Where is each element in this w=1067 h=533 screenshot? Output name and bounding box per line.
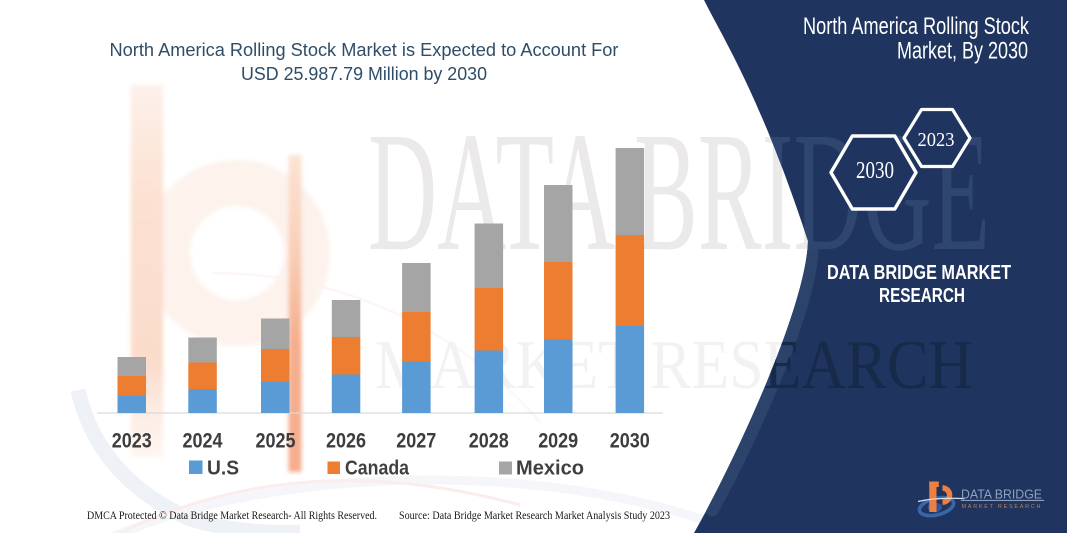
svg-text:DATA BRIDGE: DATA BRIDGE [961,487,1042,501]
svg-text:U.S: U.S [207,458,239,480]
svg-text:North America Rolling Stock Ma: North America Rolling Stock Market is Ex… [110,40,619,60]
svg-text:North America Rolling Stock: North America Rolling Stock [803,13,1030,40]
svg-text:2028: 2028 [469,429,509,453]
svg-text:MARKET RESEARCH: MARKET RESEARCH [962,504,1041,510]
svg-text:Market, By 2030: Market, By 2030 [897,38,1028,65]
svg-text:RESEARCH: RESEARCH [879,284,965,307]
svg-text:2026: 2026 [326,429,366,453]
svg-text:2029: 2029 [538,429,578,453]
svg-text:2023: 2023 [112,429,152,453]
svg-text:Canada: Canada [345,458,410,480]
svg-text:2030: 2030 [610,429,650,453]
svg-text:2027: 2027 [396,429,436,453]
svg-text:DMCA Protected © Data Bridge M: DMCA Protected © Data Bridge Market Rese… [87,510,377,522]
svg-text:Mexico: Mexico [516,458,584,480]
svg-text:USD 25.987.79 Million by 2030: USD 25.987.79 Million by 2030 [241,64,487,84]
svg-text:2024: 2024 [183,429,223,453]
svg-text:DATA BRIDGE MARKET: DATA BRIDGE MARKET [827,261,1011,284]
svg-text:2025: 2025 [256,429,296,453]
svg-text:2030: 2030 [856,158,894,184]
svg-text:2023: 2023 [918,129,955,151]
svg-text:Source: Data Bridge Market Res: Source: Data Bridge Market Research Mark… [399,510,670,522]
